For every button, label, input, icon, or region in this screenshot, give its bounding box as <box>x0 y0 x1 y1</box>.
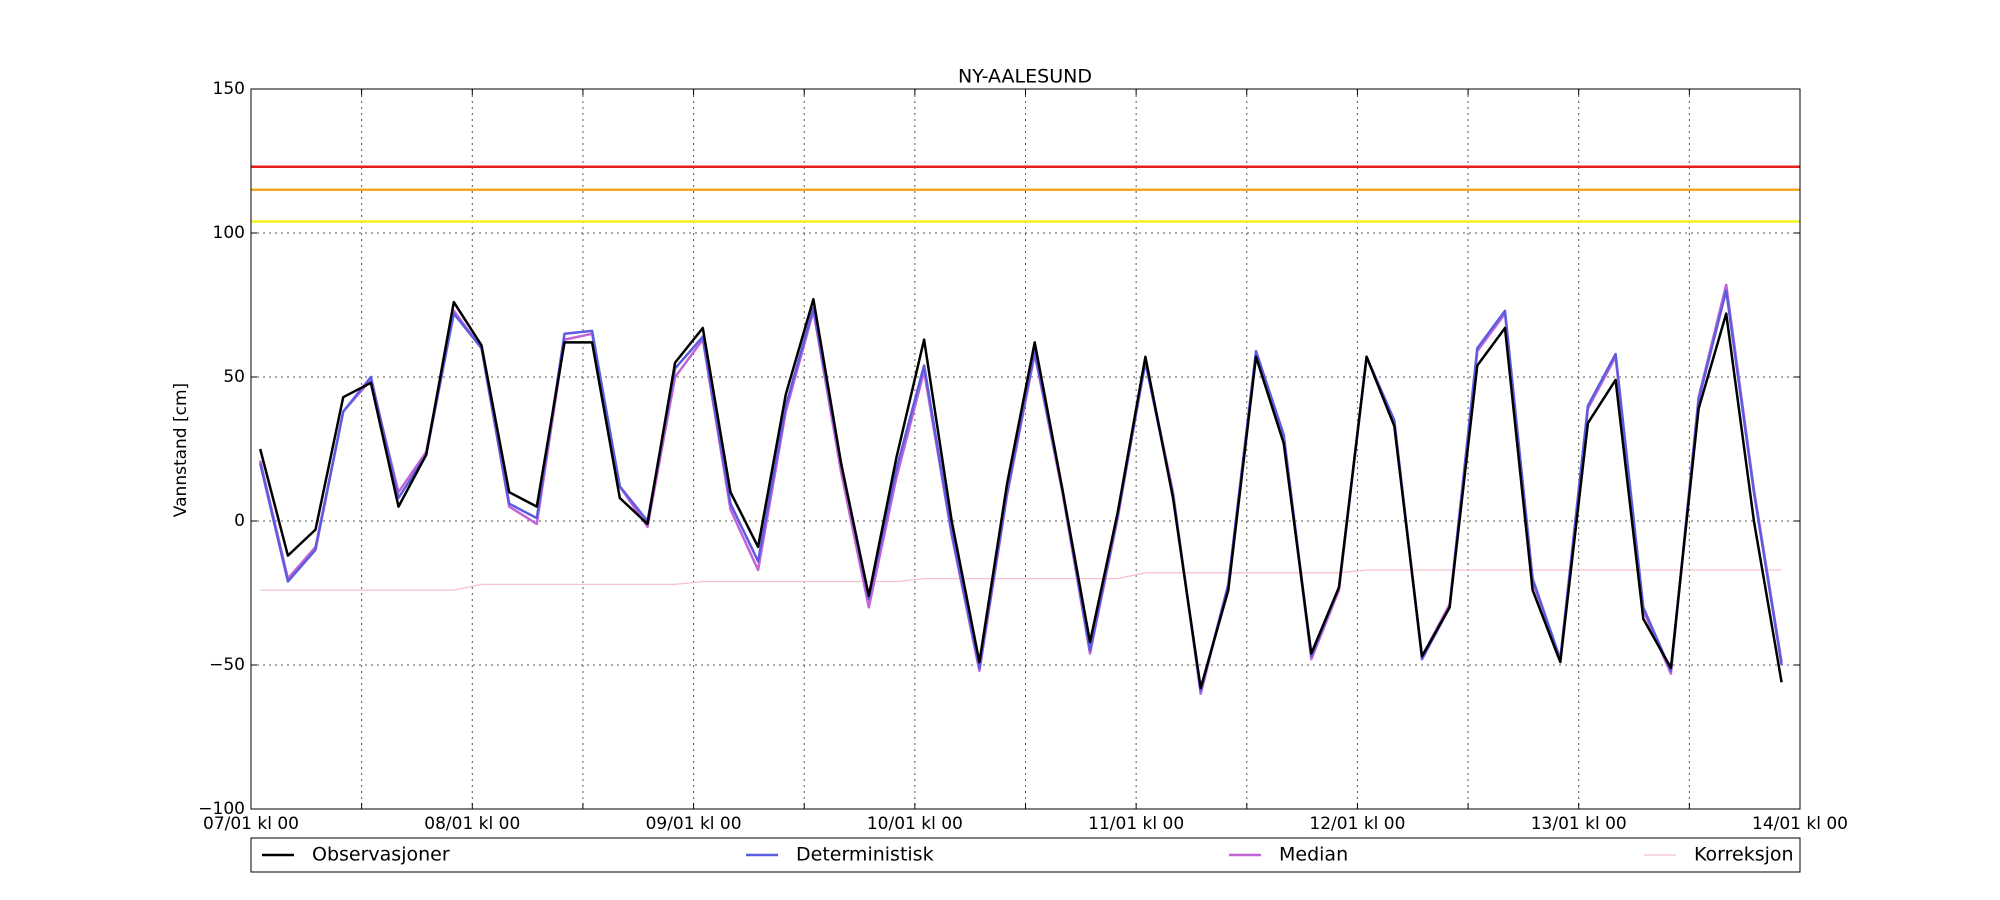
y-tick-label: 150 <box>213 79 245 99</box>
y-axis-label: Vannstand [cm] <box>171 383 191 517</box>
legend-label: Korreksjon <box>1694 844 1794 866</box>
data-line <box>258 289 1783 693</box>
plot-frame <box>250 88 1801 810</box>
data-line <box>258 297 1783 690</box>
x-tick-label: 10/01 kl 00 <box>867 814 963 834</box>
data-line <box>260 569 1782 591</box>
x-tick-label: 14/01 kl 00 <box>1752 814 1848 834</box>
legend-label: Median <box>1279 844 1348 866</box>
legend-label: Deterministisk <box>796 844 934 866</box>
legend-label: Observasjoner <box>312 844 450 866</box>
data-line <box>258 283 1783 696</box>
legend-box <box>250 837 1801 873</box>
y-tick-label: −100 <box>198 799 245 819</box>
x-tick-label: 08/01 kl 00 <box>424 814 520 834</box>
x-tick-label: 13/01 kl 00 <box>1531 814 1627 834</box>
y-tick-label: 50 <box>223 367 245 387</box>
chart-title: NY-AALESUND <box>958 66 1092 88</box>
x-tick-label: 12/01 kl 00 <box>1309 814 1405 834</box>
y-tick-label: 0 <box>234 511 245 531</box>
x-tick-label: 07/01 kl 00 <box>203 814 299 834</box>
y-tick-label: −50 <box>209 655 245 675</box>
x-tick-label: 09/01 kl 00 <box>646 814 742 834</box>
y-tick-label: 100 <box>213 223 245 243</box>
x-tick-label: 11/01 kl 00 <box>1088 814 1184 834</box>
